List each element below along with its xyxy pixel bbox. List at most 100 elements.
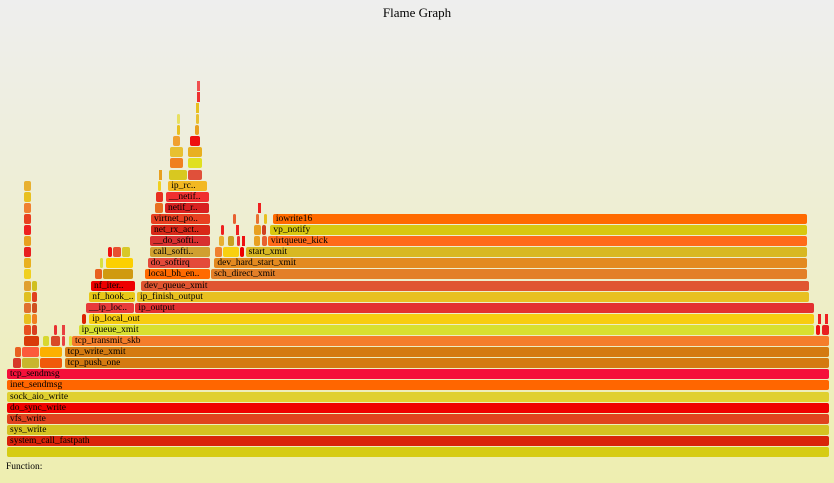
frame[interactable] — [189, 136, 201, 147]
frame[interactable] — [50, 336, 61, 346]
frame[interactable] — [173, 136, 181, 147]
frame-ip-loc[interactable]: __ip_loc.. — [86, 302, 135, 313]
frame[interactable] — [197, 80, 201, 91]
frame[interactable] — [157, 180, 161, 191]
frame[interactable] — [817, 313, 821, 324]
frame[interactable] — [24, 324, 31, 335]
frame[interactable] — [24, 269, 31, 280]
frame[interactable] — [176, 125, 180, 136]
frame[interactable] — [39, 347, 62, 358]
frame-dev-queue-xmit[interactable]: dev_queue_xmit — [141, 280, 810, 291]
frame[interactable] — [263, 213, 267, 224]
frame[interactable] — [169, 147, 183, 158]
frame-ip-local-out[interactable]: ip_local_out — [89, 313, 815, 324]
frame-tcp-transmit-skb[interactable]: tcp_transmit_skb — [72, 336, 829, 346]
frame[interactable] — [31, 280, 38, 291]
frame[interactable] — [194, 125, 199, 136]
frame[interactable] — [188, 158, 202, 169]
frame[interactable] — [62, 324, 66, 335]
frame[interactable] — [24, 336, 39, 346]
frame[interactable] — [31, 302, 38, 313]
frame[interactable] — [262, 225, 267, 235]
frame-ip-finish-output[interactable]: ip_finish_output — [137, 291, 810, 302]
frame[interactable] — [242, 236, 246, 247]
frame[interactable] — [99, 258, 104, 269]
frame[interactable] — [196, 102, 200, 113]
frame[interactable] — [253, 236, 261, 247]
frame-system-call-fastpath[interactable]: system_call_fastpath — [7, 435, 829, 446]
frame[interactable] — [95, 269, 103, 280]
frame-ip-rc[interactable]: ip_rc.. — [168, 180, 207, 191]
frame[interactable] — [105, 258, 133, 269]
frame-tcp-sendmsg[interactable]: tcp_sendmsg — [7, 369, 829, 380]
frame[interactable] — [103, 269, 133, 280]
frame[interactable] — [81, 313, 86, 324]
frame-netif[interactable]: __netif.. — [165, 191, 210, 202]
frame-call-softi[interactable]: call_softi.. — [150, 247, 211, 258]
frame[interactable] — [258, 202, 261, 213]
frame[interactable] — [21, 358, 39, 369]
frame[interactable] — [219, 236, 225, 247]
frame[interactable] — [21, 347, 39, 358]
frame[interactable] — [825, 313, 829, 324]
frame[interactable] — [24, 180, 31, 191]
frame[interactable] — [24, 225, 31, 235]
frame[interactable] — [262, 236, 267, 247]
frame[interactable] — [169, 169, 188, 180]
frame[interactable] — [31, 291, 38, 302]
frame[interactable] — [256, 213, 260, 224]
frame-vfs-write[interactable]: vfs_write — [7, 413, 829, 424]
frame-do-sync-write[interactable]: do_sync_write — [7, 402, 829, 413]
frame-sock-aio-write[interactable]: sock_aio_write — [7, 391, 829, 402]
frame[interactable] — [24, 202, 31, 213]
frame[interactable] — [235, 225, 239, 235]
frame[interactable] — [253, 225, 262, 235]
frame[interactable] — [62, 336, 66, 346]
frame-start-xmit[interactable]: start_xmit — [245, 247, 807, 258]
frame[interactable] — [39, 358, 62, 369]
frame[interactable] — [176, 114, 180, 124]
frame-do-softi[interactable]: __do_softi.. — [150, 236, 211, 247]
frame-tcp-write-xmit[interactable]: tcp_write_xmit — [64, 347, 829, 358]
frame[interactable] — [197, 91, 201, 102]
frame[interactable] — [233, 213, 237, 224]
frame-do-softirq[interactable]: do_softirq — [147, 258, 211, 269]
frame-virtqueue-kick[interactable]: virtqueue_kick — [267, 236, 807, 247]
frame-dev-hard-start-xmit[interactable]: dev_hard_start_xmit — [214, 258, 807, 269]
frame-ip-queue-xmit[interactable]: ip_queue_xmit — [78, 324, 815, 335]
frame[interactable] — [43, 336, 49, 346]
frame[interactable] — [24, 291, 31, 302]
frame-net-rx-act[interactable]: net_rx_act.. — [151, 225, 211, 235]
frame-tcp-push-one[interactable]: tcp_push_one — [64, 358, 829, 369]
frame[interactable] — [24, 191, 31, 202]
frame[interactable] — [24, 247, 31, 258]
frame[interactable] — [169, 158, 183, 169]
frame[interactable] — [15, 347, 21, 358]
frame[interactable] — [108, 247, 113, 258]
frame-vp-notify[interactable]: vp_notify — [270, 225, 807, 235]
frame[interactable] — [31, 324, 38, 335]
frame[interactable] — [31, 313, 38, 324]
frame-sch-direct-xmit[interactable]: sch_direct_xmit — [211, 269, 807, 280]
frame-nf-hook[interactable]: nf_hook_.. — [89, 291, 136, 302]
frame-inet-sendmsg[interactable]: inet_sendmsg — [7, 380, 829, 391]
frame[interactable] — [816, 324, 820, 335]
frame-netif-r[interactable]: netif_r.. — [165, 202, 210, 213]
frame[interactable] — [24, 302, 31, 313]
frame[interactable] — [113, 247, 122, 258]
frame[interactable] — [68, 336, 72, 346]
frame[interactable] — [236, 236, 240, 247]
frame[interactable] — [188, 169, 202, 180]
frame[interactable] — [215, 247, 223, 258]
frame[interactable] — [122, 247, 131, 258]
frame[interactable] — [24, 236, 31, 247]
frame[interactable] — [7, 447, 829, 457]
frame[interactable] — [188, 147, 202, 158]
frame[interactable] — [24, 280, 31, 291]
frame[interactable] — [24, 213, 31, 224]
frame-sys-write[interactable]: sys_write — [7, 424, 829, 435]
frame[interactable] — [220, 225, 225, 235]
frame[interactable] — [12, 358, 21, 369]
frame[interactable] — [53, 324, 57, 335]
frame-nf-iter[interactable]: nf_iter.. — [90, 280, 136, 291]
